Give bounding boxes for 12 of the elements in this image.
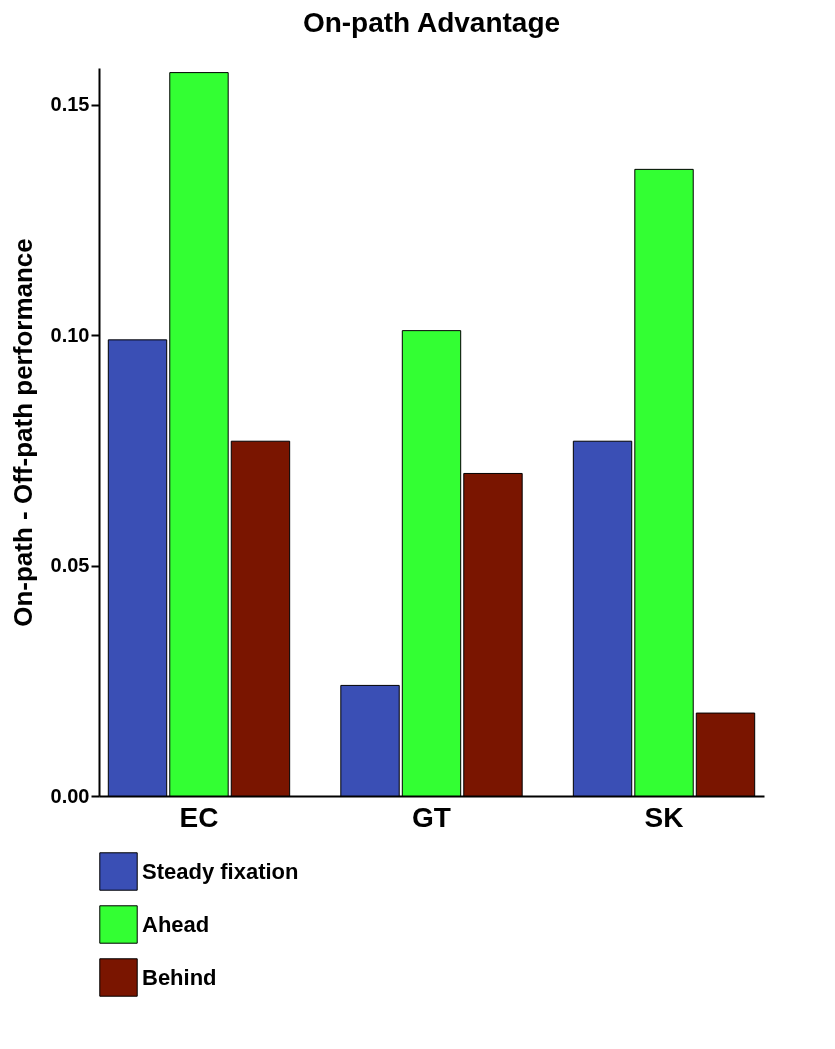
y-tick-label: 0.15 — [50, 93, 90, 116]
y-tick-label: 0.00 — [50, 784, 90, 807]
y-tick-label: 0.10 — [50, 323, 90, 346]
y-tick-label: 0.05 — [50, 554, 90, 577]
x-tick-label: GT — [412, 801, 451, 833]
chart-title: On-path Advantage — [302, 7, 561, 38]
x-tick-label: EC — [179, 801, 219, 833]
legend-label: Behind — [142, 964, 217, 990]
x-tick-label: SK — [644, 801, 684, 833]
legend-label: Ahead — [142, 911, 210, 937]
legend-label: Steady fixation — [142, 858, 299, 884]
y-axis-title: On-path - Off-path performance — [7, 238, 38, 627]
